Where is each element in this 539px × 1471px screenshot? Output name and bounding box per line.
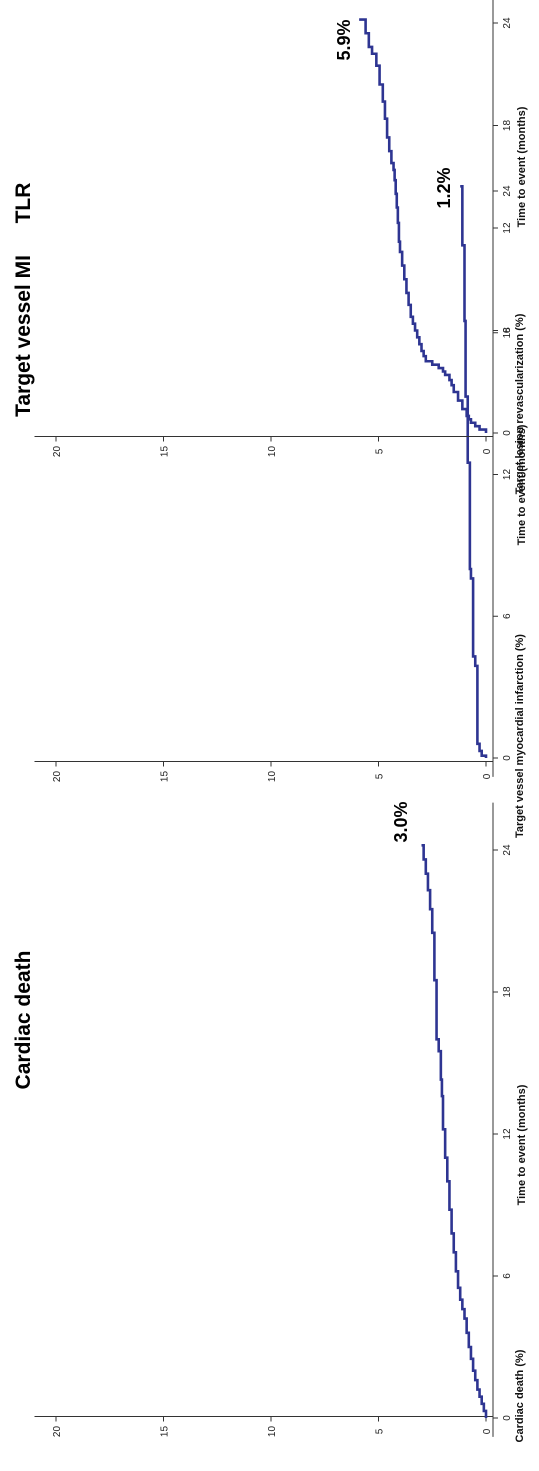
panel-title: TLR <box>12 183 35 224</box>
time-tick-label: 18 <box>502 120 513 132</box>
value-tick-label: 5 <box>375 773 386 779</box>
time-tick-label: 0 <box>502 755 513 761</box>
time-tick-label: 18 <box>502 327 513 339</box>
time-tick-label: 24 <box>502 185 513 197</box>
value-tick-label: 0 <box>482 773 493 779</box>
value-axis-title: Cardiac death (%) <box>514 1349 526 1442</box>
end-value-label: 3.0% <box>391 801 411 842</box>
km-curve <box>421 843 488 1418</box>
value-tick-label: 10 <box>267 1426 278 1438</box>
time-axis-title: Time to event (months) <box>516 106 528 227</box>
time-tick-label: 12 <box>502 469 513 481</box>
panel-title: Target vessel MI <box>12 255 35 417</box>
value-tick-label: 10 <box>267 771 278 783</box>
panel-0 <box>34 802 498 1437</box>
value-tick-label: 15 <box>160 771 171 783</box>
time-tick-label: 24 <box>502 17 513 29</box>
value-tick-label: 10 <box>267 446 278 458</box>
value-tick-label: 15 <box>160 446 171 458</box>
end-value-label: 5.9% <box>334 19 354 60</box>
time-axis-title: Time to event (months) <box>516 1084 528 1205</box>
value-tick-label: 20 <box>52 1426 63 1438</box>
time-tick-label: 0 <box>502 430 513 436</box>
time-tick-label: 18 <box>502 986 513 998</box>
value-tick-label: 5 <box>375 1428 386 1434</box>
time-tick-label: 12 <box>502 1128 513 1140</box>
km-curve <box>359 18 488 433</box>
value-tick-label: 20 <box>52 771 63 783</box>
panel-title: Cardiac death <box>12 951 35 1090</box>
time-tick-label: 0 <box>502 1415 513 1421</box>
value-tick-label: 0 <box>482 448 493 454</box>
value-tick-label: 20 <box>52 446 63 458</box>
time-tick-label: 24 <box>502 844 513 856</box>
panel-2 <box>34 0 498 447</box>
time-tick-label: 6 <box>502 613 513 619</box>
km-curve <box>460 184 488 758</box>
value-axis-title: Target vessel myocardial infarction (%) <box>514 634 526 838</box>
value-tick-label: 15 <box>160 1426 171 1438</box>
time-tick-label: 12 <box>502 222 513 234</box>
value-tick-label: 5 <box>375 448 386 454</box>
time-tick-label: 6 <box>502 1273 513 1279</box>
value-axis-title: Target lesion revascularization (%) <box>514 313 526 494</box>
end-value-label: 1.2% <box>434 167 454 208</box>
panel-1 <box>34 143 498 777</box>
value-tick-label: 0 <box>482 1428 493 1434</box>
time-axis-title: Time to event (months) <box>516 424 528 545</box>
time-tick-label: 6 <box>502 327 513 333</box>
